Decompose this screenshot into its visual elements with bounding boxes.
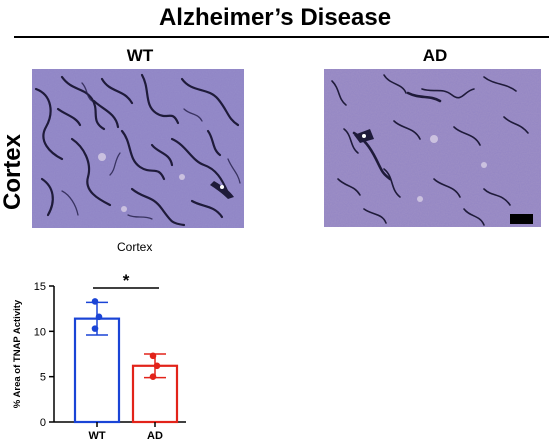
panel-label-ad: AD [422,46,448,65]
row-label-text: Cortex [0,133,26,211]
y-axis-label: % Area of TNAP Activity [12,299,23,408]
x-tick-label: AD [147,430,163,442]
y-tick-label: 15 [34,281,46,293]
chart-title: Cortex [117,240,153,254]
bar-chart: 0 5 10 15 % Area of TNAP Activity WT AD * [12,271,186,442]
y-tick-label: 5 [40,372,46,384]
data-point [149,352,157,360]
data-point [95,313,103,321]
data-point [149,373,157,380]
panel-label-wt: WT [126,46,154,65]
data-point [91,298,99,305]
x-tick-label: WT [88,430,105,442]
figure-title: Alzheimer’s Disease [158,4,392,31]
micrograph-ad [324,69,541,227]
row-label: Cortex [0,112,26,232]
micrograph-wt [32,69,244,228]
data-point [153,362,161,370]
scale-bar [510,214,533,224]
data-point [91,325,99,332]
y-tick-label: 0 [40,417,46,429]
title-divider [14,36,549,38]
significance-marker: * [123,271,130,290]
y-tick-label: 10 [34,326,46,338]
